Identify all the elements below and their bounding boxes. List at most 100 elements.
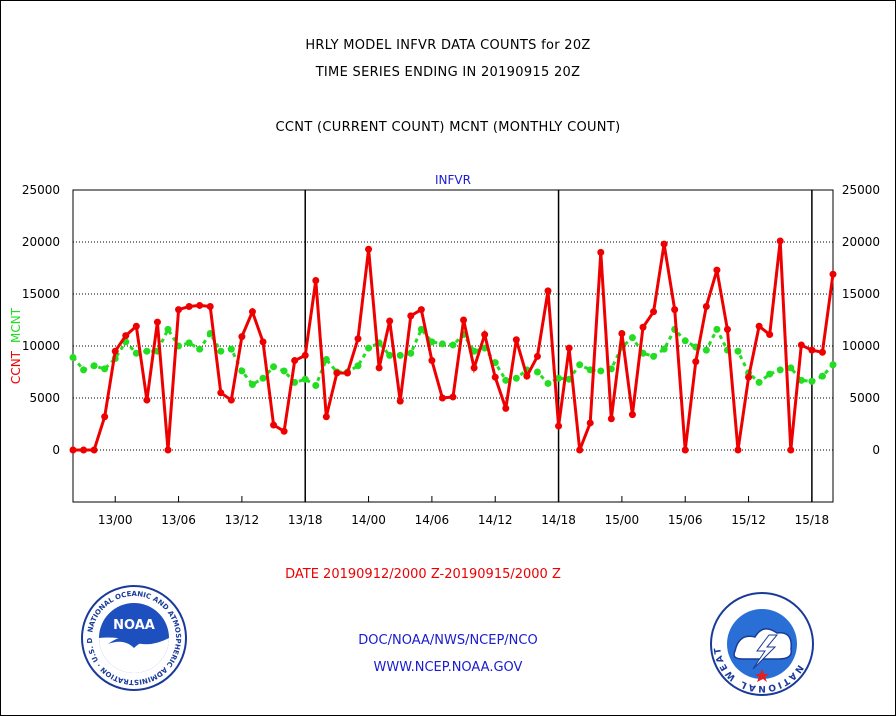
ccnt-data-point: [776, 237, 784, 245]
ccnt-data-point: [523, 372, 531, 380]
nws-logo: NATIONAL WEATHER SERVICE: [709, 591, 814, 696]
mcnt-data-point: [428, 338, 436, 346]
ccnt-data-point: [312, 276, 320, 284]
ccnt-data-point: [734, 446, 742, 454]
ccnt-data-point: [238, 333, 246, 341]
ccnt-data-point: [713, 266, 721, 274]
ccnt-data-point: [111, 347, 119, 355]
x-tick-label: 14/12: [478, 513, 513, 527]
ccnt-data-point: [217, 389, 225, 397]
ccnt-data-point: [470, 364, 478, 372]
ccnt-data-point: [702, 302, 710, 310]
ccnt-data-point: [90, 446, 98, 454]
mcnt-data-point: [650, 352, 658, 360]
url-link[interactable]: WWW.NCEP.NOAA.GOV: [373, 660, 523, 675]
mcnt-data-point: [386, 351, 394, 359]
ccnt-data-point: [270, 421, 278, 429]
header-line-2: TIME SERIES ENDING IN 20190915 20Z: [315, 65, 581, 80]
ccnt-data-point: [818, 348, 826, 356]
ccnt-data-point: [428, 357, 436, 365]
mcnt-data-point: [69, 353, 77, 361]
y-tick-label-right: 25000: [842, 183, 880, 197]
mcnt-data-point: [734, 347, 742, 355]
y-axis-label: CCNT MCNT: [9, 307, 23, 384]
mcnt-data-point: [90, 362, 98, 370]
x-tick-label: 14/00: [351, 513, 386, 527]
mcnt-data-point: [322, 356, 330, 364]
mcnt-data-point: [681, 337, 689, 345]
mcnt-data-point: [259, 374, 267, 382]
ccnt-data-point: [449, 393, 457, 401]
mcnt-series-line: [71, 326, 835, 388]
ccnt-data-point: [533, 352, 541, 360]
ccnt-data-point: [280, 427, 288, 435]
ccnt-data-point: [417, 306, 425, 314]
mcnt-data-point: [555, 374, 563, 382]
x-tick-label: 14/06: [415, 513, 450, 527]
mcnt-data-point: [502, 376, 510, 384]
ccnt-data-point: [164, 446, 172, 454]
ccnt-data-point: [787, 446, 795, 454]
mcnt-data-point: [185, 339, 193, 347]
ccnt-data-point: [438, 394, 446, 402]
ccnt-data-point: [766, 331, 774, 339]
mcnt-data-point: [597, 367, 605, 375]
ccnt-data-point: [143, 396, 151, 404]
mcnt-data-point: [776, 366, 784, 374]
ccnt-data-point: [808, 346, 816, 354]
ccnt-data-point: [248, 308, 256, 316]
mcnt-data-point: [829, 361, 837, 369]
mcnt-data-point: [80, 366, 88, 374]
ccnt-data-point: [692, 358, 700, 366]
ccnt-data-point: [460, 316, 468, 324]
ccnt-data-point: [301, 351, 309, 359]
ccnt-data-point: [618, 330, 626, 338]
x-tick-label: 13/06: [161, 513, 196, 527]
mcnt-data-point: [132, 349, 140, 357]
mcnt-data-point: [312, 382, 320, 390]
ccnt-data-point: [375, 364, 383, 372]
mcnt-data-point: [101, 365, 109, 373]
mcnt-data-point: [417, 325, 425, 333]
ccnt-data-point: [586, 419, 594, 427]
ccnt-data-point: [797, 341, 805, 349]
ccnt-data-point: [396, 397, 404, 405]
mcnt-data-point: [660, 345, 668, 353]
ccnt-data-point: [259, 338, 267, 346]
ccnt-data-point: [196, 301, 204, 309]
header-line-1: HRLY MODEL INFVR DATA COUNTS for 20Z: [305, 38, 591, 53]
ccnt-data-point: [660, 240, 668, 248]
y-tick-label-left: 20000: [22, 235, 60, 249]
ccnt-data-point: [628, 411, 636, 419]
mcnt-data-point: [238, 367, 246, 375]
x-tick-label: 13/18: [288, 513, 323, 527]
y-tick-label-left: 15000: [22, 287, 60, 301]
mcnt-data-point: [512, 374, 520, 382]
y-tick-label-left: 0: [52, 443, 60, 457]
x-tick-label: 15/06: [668, 513, 703, 527]
ccnt-data-point: [69, 446, 77, 454]
mcnt-data-point: [449, 341, 457, 349]
ccnt-data-point: [153, 318, 161, 326]
ccnt-data-point: [333, 369, 341, 377]
mcnt-data-point: [164, 325, 172, 333]
mcnt-data-point: [628, 334, 636, 342]
ccnt-data-point: [576, 446, 584, 454]
mcnt-data-point: [797, 376, 805, 384]
mcnt-data-point: [576, 361, 584, 369]
y-axis-label-mcnt: MCNT: [9, 307, 23, 343]
y-tick-label-right: 15000: [842, 287, 880, 301]
mcnt-data-point: [407, 349, 415, 357]
ccnt-data-point: [132, 322, 140, 330]
ccnt-data-point: [291, 357, 299, 365]
y-tick-label-left: 10000: [22, 339, 60, 353]
ccnt-data-point: [343, 369, 351, 377]
ccnt-data-point: [206, 302, 214, 310]
noaa-logo: NOAA NATIONAL OCEANIC AND ATMOSPHERIC AD…: [80, 584, 187, 691]
ccnt-data-point: [565, 344, 573, 352]
ccnt-data-point: [555, 422, 563, 430]
ccnt-data-point: [481, 331, 489, 339]
mcnt-data-point: [227, 345, 235, 353]
mcnt-data-point: [396, 351, 404, 359]
